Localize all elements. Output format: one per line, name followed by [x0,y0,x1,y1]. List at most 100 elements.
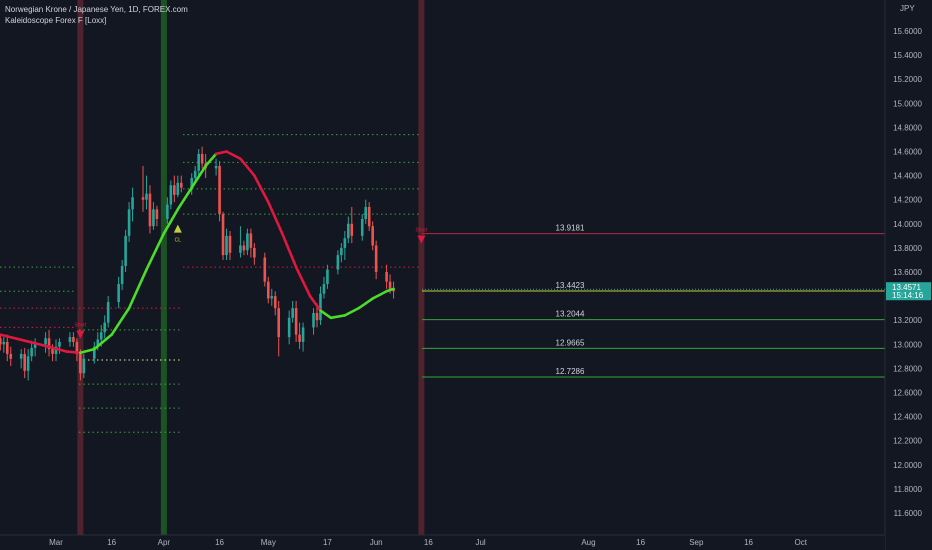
current-price-value: 13.4571 [892,283,921,292]
price-tick-label: 11.6000 [894,509,923,518]
price-tick-label: 15.6000 [893,27,922,36]
candle-body [148,193,152,227]
candle-body [179,182,183,188]
candle-body [145,193,148,200]
candle-body [0,338,2,345]
candle-body [68,337,72,342]
candle-body [176,182,180,195]
candle-body [319,293,322,321]
trend-line-segment [329,314,347,320]
price-tick-label: 12.6000 [893,389,922,398]
candle-body [127,209,131,236]
candle-body [347,223,350,239]
time-tick-label: 16 [107,538,116,547]
buy-signal-icon [173,224,182,233]
candle-body [82,358,86,374]
candle-body [99,332,103,340]
candle-body [96,339,100,347]
candle-body [221,214,225,256]
trend-line-segment [308,294,322,312]
candle-body [30,347,33,357]
candle-body [287,317,291,338]
candle-body [152,209,155,227]
sell-signal-icon [76,330,85,339]
candle-body [249,233,253,248]
candle-body [169,185,173,205]
candle-body [343,238,347,248]
signal-band-red [418,0,425,535]
candle-body [218,165,221,215]
candle-body [270,296,274,299]
trend-line-segment [162,208,180,235]
trend-line-segment [343,306,361,317]
time-tick-label: Mar [49,538,63,547]
symbol-title[interactable]: Norwegian Krone / Japanese Yen, 1D, FORE… [5,5,188,14]
level-label: 12.7286 [556,367,585,376]
candle-body [385,272,388,282]
trend-line-segment [110,306,131,336]
candle-body [298,334,301,342]
signal-band-red [77,0,84,535]
candle-body [340,247,343,256]
price-axis-background [885,0,932,550]
candle-body [9,353,13,359]
trend-line-segment [127,268,148,310]
candle-body [350,223,354,236]
candle-body [266,281,270,299]
candle-body [58,341,61,347]
candle-body [228,235,232,253]
trend-line-segment [253,174,270,204]
trend-line-segment [23,339,51,349]
candle-body [388,281,392,289]
time-tick-label: Aug [581,538,595,547]
time-tick-label: 16 [424,538,433,547]
axis-currency-label: JPY [900,4,915,13]
signal-band-green [160,0,167,535]
price-tick-label: 13.8000 [893,244,922,253]
candle-body [374,245,378,272]
price-tick-label: 13.0000 [893,340,922,349]
candle-body [5,341,9,354]
candle-body [103,322,107,333]
sell-signal-label: Short [74,323,87,329]
candle-body [200,153,204,164]
price-tick-label: 11.8000 [894,485,923,494]
candle-body [322,284,326,294]
candle-body [312,312,315,328]
trend-line-segment [145,232,166,271]
price-tick-label: 15.4000 [893,51,922,60]
candle-body [193,170,197,179]
candle-body [263,257,267,282]
time-tick-label: Jul [475,538,485,547]
time-tick-label: 16 [215,538,224,547]
candle-body [173,185,176,195]
trend-line-segment [294,265,312,298]
level-label: 13.2044 [556,310,585,319]
price-tick-label: 13.6000 [893,268,922,277]
time-tick-label: Jun [370,538,383,547]
candle-body [33,344,37,348]
candle-body [72,337,75,342]
candle-body [246,233,249,251]
trend-line-segment [65,350,82,355]
candle-body [214,165,218,169]
time-tick-label: Apr [158,538,171,547]
candle-body [79,353,82,374]
candle-body [294,308,298,335]
price-tick-label: 12.0000 [893,461,922,470]
current-price-badge[interactable] [886,282,931,301]
indicator-title[interactable]: Kaleidoscope Forex F [Loxx] [5,16,107,25]
price-tick-label: 12.4000 [893,413,922,422]
trend-line-segment [204,152,218,168]
trend-line-segment [92,333,113,351]
trend-line-segment [176,186,194,211]
price-tick-label: 12.8000 [893,364,922,373]
candle-body [190,178,194,188]
price-tick-label: 14.4000 [893,172,922,181]
price-tick-label: 13.2000 [893,316,922,325]
time-tick-label: 16 [636,538,645,547]
candle-body [336,255,340,270]
